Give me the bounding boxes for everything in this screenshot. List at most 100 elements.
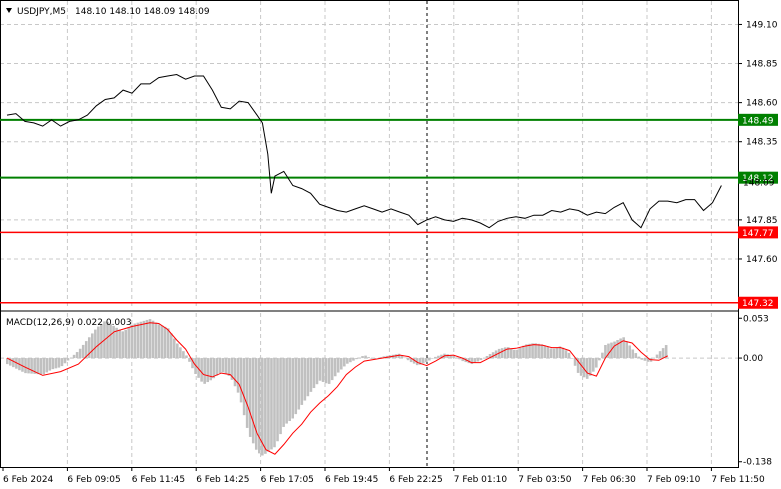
symbol-label: USDJPY,M5	[17, 7, 66, 17]
macd-bar	[261, 358, 264, 456]
macd-bar	[421, 358, 425, 364]
macd-bar	[294, 358, 298, 415]
macd-bar	[500, 348, 504, 359]
macd-bar	[543, 345, 547, 359]
macd-bar	[534, 343, 537, 359]
macd-bar	[446, 354, 449, 359]
macd-bar	[115, 327, 118, 359]
macd-bar	[324, 358, 328, 384]
macd-bar	[270, 358, 273, 450]
macd-bar	[513, 349, 516, 359]
macd-bar	[276, 358, 279, 442]
macd-bar	[33, 358, 36, 374]
macd-bar	[30, 358, 33, 374]
macd-bar	[97, 326, 100, 359]
macd-bar	[643, 358, 647, 361]
macd-label: MACD(12,26,9) 0.022 0.003	[6, 318, 132, 328]
time-tick-label: 7 Feb 11:50	[711, 475, 765, 485]
price-line	[6, 73, 722, 229]
level-label-text: 148.49	[742, 116, 774, 126]
macd-bar	[588, 358, 592, 376]
macd-bar	[339, 358, 343, 370]
macd-bar	[91, 333, 94, 359]
time-tick-label: 7 Feb 06:30	[583, 475, 637, 485]
macd-bar	[558, 346, 562, 359]
macd-bar	[297, 358, 301, 410]
macd-bar	[100, 323, 103, 359]
macd-bar	[6, 358, 9, 365]
macd-bar	[661, 348, 665, 359]
macd-tick-label: 0.00	[743, 354, 763, 364]
macd-bar	[591, 358, 595, 372]
macd-bar	[355, 358, 358, 360]
macd-bar	[540, 344, 543, 359]
macd-bar	[48, 358, 52, 371]
macd-bar	[491, 352, 495, 359]
macd-bar	[42, 358, 46, 375]
macd-bar	[312, 358, 316, 389]
time-tick-label: 6 Feb 22:25	[389, 475, 442, 485]
level-label-box	[738, 226, 778, 239]
macd-bar	[157, 324, 161, 359]
macd-bar	[309, 358, 313, 392]
macd-bar	[531, 343, 534, 359]
macd-bar	[637, 356, 641, 359]
dropdown-triangle-icon[interactable]	[6, 8, 12, 13]
time-tick-label: 6 Feb 11:45	[132, 475, 185, 485]
macd-bar	[585, 358, 589, 379]
macd-bar	[658, 351, 662, 359]
macd-bar	[36, 358, 39, 375]
macd-bar	[622, 337, 625, 359]
macd-bar	[166, 328, 170, 359]
macd-bar	[519, 347, 522, 359]
macd-bar	[364, 355, 367, 359]
macd-bar	[63, 358, 67, 364]
macd-bar	[218, 358, 222, 374]
macd-bar	[142, 320, 146, 359]
macd-bar	[525, 344, 528, 359]
macd-bar	[516, 349, 519, 359]
macd-bar	[455, 357, 458, 359]
macd-bar	[601, 352, 604, 359]
macd-bar	[604, 345, 607, 359]
macd-bar	[160, 325, 164, 359]
macd-bar	[449, 355, 452, 359]
macd-bar	[212, 358, 216, 379]
macd-bar	[370, 358, 373, 359]
macd-bar	[188, 358, 191, 362]
macd-bar	[522, 345, 525, 359]
macd-bar	[45, 358, 49, 373]
macd-bar	[613, 341, 616, 359]
macd-bar	[233, 358, 237, 387]
macd-bar	[595, 358, 598, 368]
macd-bar	[506, 347, 510, 359]
price-tick-label: 148.60	[746, 99, 778, 109]
macd-signal-line	[6, 322, 669, 455]
price-tick-label: 147.60	[746, 255, 778, 265]
time-tick-label: 7 Feb 01:10	[454, 475, 508, 485]
macd-bar	[200, 358, 203, 382]
macd-bar	[75, 352, 79, 359]
macd-bar	[203, 358, 206, 384]
macd-bar	[112, 325, 115, 359]
macd-bar	[176, 343, 179, 359]
macd-bar	[418, 358, 422, 365]
macd-bar	[27, 358, 30, 374]
macd-bar	[264, 358, 267, 454]
macd-bar	[379, 357, 383, 359]
macd-bar	[303, 358, 307, 401]
macd-bar	[431, 358, 434, 359]
level-label-text: 148.12	[742, 174, 774, 184]
level-label-text: 147.77	[742, 229, 774, 239]
macd-bar	[343, 358, 346, 367]
macd-bar	[412, 358, 416, 364]
macd-bar	[333, 358, 337, 377]
macd-bar	[94, 329, 97, 359]
macd-bar	[373, 358, 376, 360]
macd-bar	[306, 358, 310, 397]
macd-bar	[485, 355, 489, 359]
price-tick-label: 147.85	[746, 216, 778, 226]
macd-bar	[130, 324, 134, 359]
macd-bar	[476, 358, 480, 362]
